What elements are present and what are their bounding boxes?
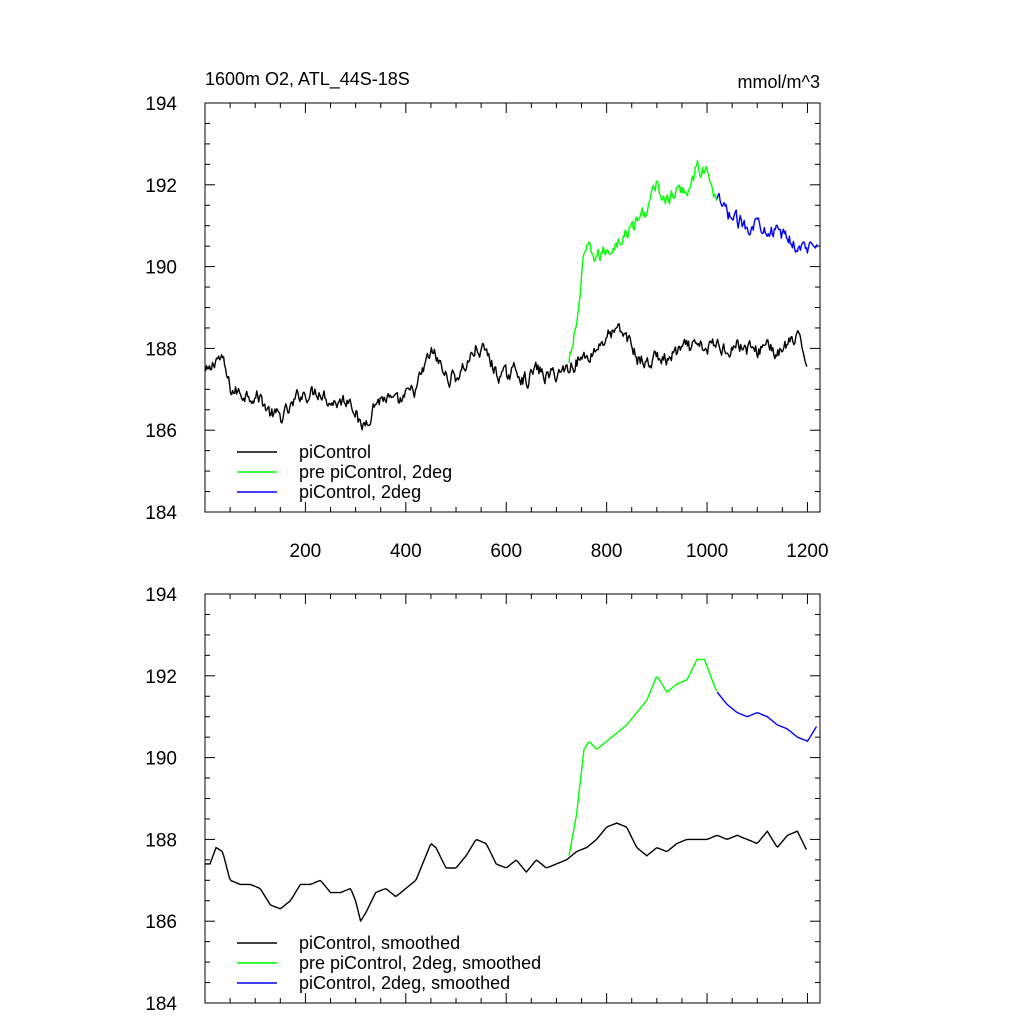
x-tick-label: 800 bbox=[591, 541, 623, 562]
y-tick-label: 188 bbox=[145, 339, 177, 360]
y-tick-label: 184 bbox=[145, 994, 177, 1015]
y-tick-label: 184 bbox=[145, 503, 177, 524]
chart-panel-1: 184 186 188 190 192 194 200 400 600 800 1000 1200 16… bbox=[145, 69, 828, 562]
y-tick-label: 192 bbox=[145, 667, 177, 688]
y-tick-label: 188 bbox=[145, 830, 177, 851]
y-tick-label: 194 bbox=[145, 94, 177, 115]
x-tick-label: 600 bbox=[490, 541, 522, 562]
plot-frame bbox=[204, 593, 821, 1004]
chart-title: 1600m O2, ATL_44S-18S bbox=[205, 69, 410, 90]
y-tick-label: 186 bbox=[145, 421, 177, 442]
legend-label: piControl, 2deg, smoothed bbox=[299, 973, 510, 993]
series-line-3 bbox=[716, 691, 818, 742]
y-tick-label: 190 bbox=[145, 258, 177, 279]
series-line-1 bbox=[204, 323, 808, 431]
legend-label: piControl, smoothed bbox=[299, 933, 460, 953]
y-tick-label: 186 bbox=[145, 912, 177, 933]
series-line-2 bbox=[568, 658, 718, 856]
units-label: mmol/m^3 bbox=[738, 72, 820, 92]
plot-frame bbox=[204, 102, 821, 513]
series-line-1 bbox=[205, 822, 808, 922]
legend-label: pre piControl, 2deg bbox=[299, 462, 452, 482]
x-tick-label: 1000 bbox=[686, 541, 728, 562]
series-line-3 bbox=[716, 192, 818, 254]
y-tick-label: 192 bbox=[145, 176, 177, 197]
y-tick-label: 190 bbox=[145, 749, 177, 770]
series-line-2 bbox=[568, 159, 718, 363]
legend-label: piControl bbox=[299, 442, 371, 462]
x-tick-label: 200 bbox=[290, 541, 322, 562]
legend-label: piControl, 2deg bbox=[299, 482, 421, 502]
legend-label: pre piControl, 2deg, smoothed bbox=[299, 953, 541, 973]
chart-panel-2: 184 186 188 190 192 194 piControl, smoothedpre… bbox=[145, 585, 821, 1015]
x-tick-label: 1200 bbox=[786, 541, 828, 562]
y-tick-label: 194 bbox=[145, 585, 177, 606]
x-tick-label: 400 bbox=[390, 541, 422, 562]
